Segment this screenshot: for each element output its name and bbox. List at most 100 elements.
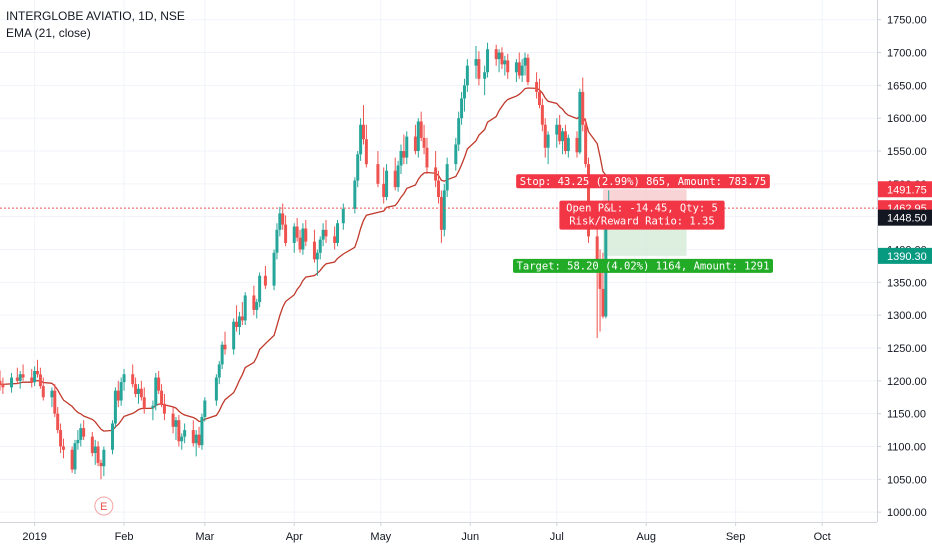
candle[interactable] [235,305,239,332]
candle[interactable] [223,331,227,355]
price-label[interactable]: 1390.30 [878,247,932,264]
candle[interactable] [563,124,567,155]
candle[interactable] [361,105,365,145]
candle[interactable] [396,160,400,192]
candle[interactable] [376,151,380,188]
candle[interactable] [382,167,386,204]
candle[interactable] [561,128,565,155]
candle[interactable] [50,387,54,408]
candle[interactable] [425,137,429,174]
candle[interactable] [30,369,34,388]
candle[interactable] [119,377,123,406]
candle[interactable] [136,384,140,404]
candle[interactable] [341,203,345,230]
candle[interactable] [399,144,403,174]
price-label[interactable]: 1448.50 [878,209,932,226]
candle[interactable] [298,229,302,253]
candle[interactable] [134,377,138,398]
candle[interactable] [454,137,458,171]
candle[interactable] [393,157,397,191]
candle[interactable] [587,157,591,243]
candle[interactable] [180,433,184,450]
price-axis[interactable]: 1750.001700.001650.001600.001550.001500.… [877,0,932,550]
candle[interactable] [33,366,37,387]
candle[interactable] [240,302,244,326]
candle[interactable] [324,219,328,243]
candle[interactable] [537,78,541,109]
candle[interactable] [278,206,282,237]
candle[interactable] [385,164,389,201]
candle[interactable] [301,223,305,255]
candle[interactable] [21,364,25,381]
candle[interactable] [439,190,443,243]
candle[interactable] [73,439,77,475]
candle[interactable] [514,59,518,83]
candle[interactable] [96,441,100,467]
candle[interactable] [191,420,195,447]
candle[interactable] [160,384,164,408]
candle[interactable] [353,177,357,214]
candle[interactable] [93,439,97,465]
candle[interactable] [258,272,262,308]
candle[interactable] [53,384,57,417]
candle[interactable] [82,420,86,440]
candle[interactable] [79,423,83,447]
candle[interactable] [157,370,161,394]
candle[interactable] [263,265,267,289]
candle[interactable] [139,380,143,401]
candle[interactable] [526,53,530,86]
candle[interactable] [506,53,510,79]
candle[interactable] [41,377,45,401]
candle[interactable] [292,223,296,253]
candle[interactable] [284,215,288,247]
position-labels[interactable]: Stop: 43.25 (2.99%) 865, Amount: 783.75 T… [513,174,773,273]
candle[interactable] [162,393,166,421]
candle[interactable] [540,98,544,132]
candle[interactable] [416,118,420,158]
candle[interactable] [275,223,279,260]
candle[interactable] [295,217,299,242]
candle[interactable] [333,226,337,250]
candle[interactable] [255,298,259,319]
candle[interactable] [578,88,582,155]
candle[interactable] [102,446,106,477]
candle[interactable] [194,430,198,457]
earnings-marker[interactable]: E [94,496,114,516]
candle[interactable] [315,249,319,276]
candle[interactable] [56,407,60,434]
candle[interactable] [558,114,562,145]
candle[interactable] [584,118,588,168]
candle[interactable] [477,51,481,86]
candle[interactable] [356,151,360,188]
candle[interactable] [174,416,178,440]
candle[interactable] [483,65,487,96]
candle[interactable] [304,219,308,247]
candle[interactable] [252,285,256,316]
candle[interactable] [154,372,158,411]
target-label[interactable]: Target: 58.20 (4.02%) 1164, Amount: 1291 [513,258,773,273]
candle[interactable] [90,432,94,457]
candle[interactable] [237,311,241,335]
indicator-label[interactable]: EMA (21, close) [6,26,91,40]
candle[interactable] [177,414,181,447]
candle[interactable] [359,118,363,161]
candle[interactable] [546,131,550,165]
candle[interactable] [486,42,490,78]
candle[interactable] [214,374,218,406]
candle[interactable] [405,131,409,165]
candle[interactable] [457,111,461,152]
candle[interactable] [422,124,426,155]
earnings-circle[interactable] [94,496,114,516]
candle[interactable] [497,49,501,73]
candle[interactable] [203,397,207,422]
candle[interactable] [413,124,417,155]
candle[interactable] [575,131,579,158]
candle[interactable] [434,151,438,188]
candle[interactable] [543,118,547,158]
candle[interactable] [517,52,521,79]
candle[interactable] [523,52,527,76]
candle[interactable] [465,59,469,92]
candle[interactable] [494,44,498,66]
candle[interactable] [70,446,74,473]
